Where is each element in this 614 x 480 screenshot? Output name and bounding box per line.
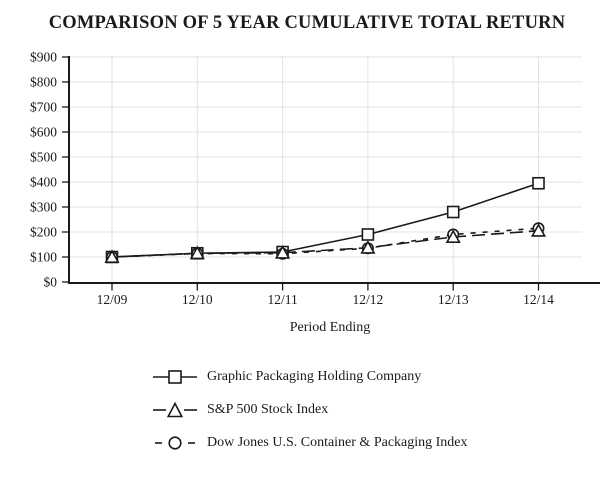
x-tick-label: 12/14 [523,292,554,307]
triangle-marker [445,229,461,243]
chart-title: COMPARISON OF 5 YEAR CUMULATIVE TOTAL RE… [48,13,566,33]
legend-label-sp500: S&P 500 Stock Index [207,402,329,417]
y-tick-label: $500 [30,150,57,165]
y-tick-label: $800 [30,75,57,90]
legend-label-dow-jones: Dow Jones U.S. Container & Packaging Ind… [207,435,468,450]
y-tick-label: $100 [30,250,57,265]
y-tick-label: $200 [30,225,57,240]
y-tick-label: $900 [30,50,57,65]
triangle-marker [275,245,291,259]
legend-item-graphic-packaging: Graphic Packaging Holding Company [152,368,468,386]
plot-generated-group: $0 $100 $200 $300 $400 $500 $600 $700 $800 $900 12… [30,50,600,307]
x-tick-label: 12/13 [438,292,469,307]
series-line-square [111,182,539,258]
triangle-marker [360,240,376,254]
y-tick-label: $0 [44,275,58,290]
plot-area: $0 $100 $200 $300 $400 $500 $600 $700 $800 $900 12… [30,50,600,335]
square-marker-solid-line-icon [153,370,197,384]
y-tick-label: $600 [30,125,57,140]
triangle-marker [189,245,205,260]
square-marker [361,228,375,241]
legend: Graphic Packaging Holding Company S&P 50… [152,368,468,467]
triangle-marker [530,223,547,237]
y-tick-label: $700 [30,100,57,115]
square-marker [446,205,460,219]
y-tick-label: $400 [30,175,57,190]
legend-item-dow-jones: Dow Jones U.S. Container & Packaging Ind… [152,434,468,452]
circle-marker-short-dash-line-icon [155,436,195,450]
x-tick-label: 12/11 [267,292,297,307]
series-line-triangle [111,229,539,258]
x-axis-title: Period Ending [290,320,371,335]
y-tick-label: $300 [30,200,57,215]
legend-item-sp500: S&P 500 Stock Index [152,401,468,419]
triangle-marker [104,249,120,264]
x-tick-label: 12/12 [353,292,384,307]
x-tick-label: 12/10 [182,292,213,307]
legend-label-graphic-packaging: Graphic Packaging Holding Company [207,369,422,384]
square-marker [532,176,545,190]
triangle-marker-dashed-line-icon [153,401,197,418]
x-tick-label: 12/09 [97,292,128,307]
